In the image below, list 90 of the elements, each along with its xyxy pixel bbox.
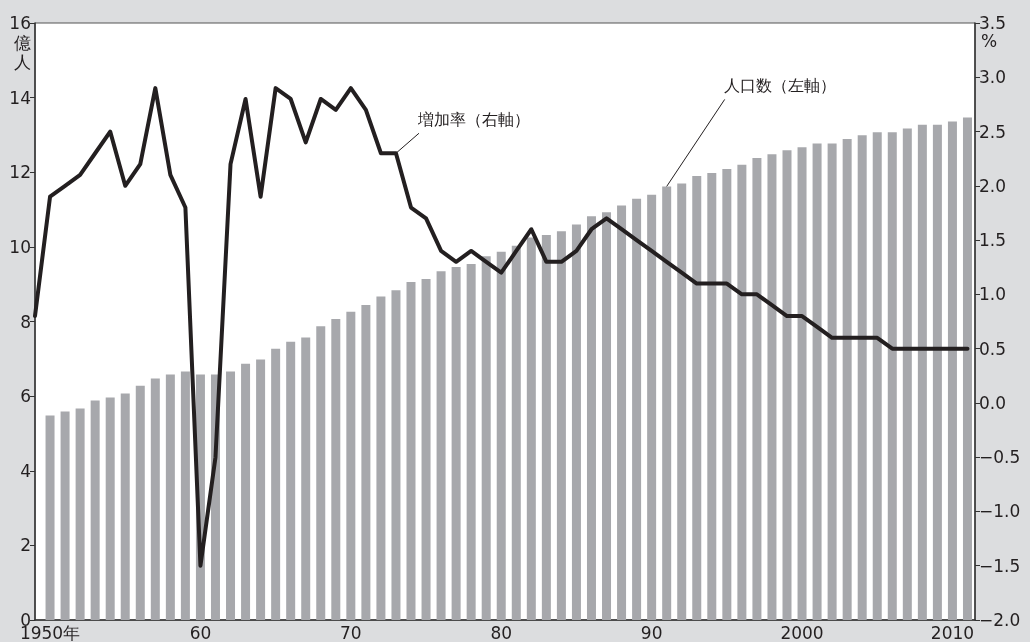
y-tick-label: 14 [9, 87, 31, 108]
bar [45, 415, 55, 620]
y2-tick-label: 2.5 [979, 121, 1007, 142]
bar [90, 400, 100, 620]
bar [707, 173, 717, 620]
bar [316, 326, 326, 620]
bar [331, 318, 341, 620]
bar [526, 237, 536, 620]
bar [361, 305, 371, 620]
x-tick-label: 90 [640, 622, 663, 642]
y-tick-label: 16 [9, 13, 31, 33]
bar [812, 143, 822, 620]
y-tick-label: 8 [20, 311, 31, 332]
bar [602, 212, 612, 620]
bar [75, 408, 85, 620]
y2-tick-label: −1.5 [979, 555, 1021, 576]
bar [60, 411, 70, 620]
bar [451, 267, 461, 620]
x-tick-label: 70 [340, 622, 362, 642]
bar [226, 371, 236, 620]
bar [541, 234, 551, 620]
y-tick-label: 12 [9, 162, 31, 183]
y-axis-title: 億人 [14, 32, 31, 72]
bar [782, 150, 792, 620]
bar [887, 132, 897, 620]
bar [105, 397, 115, 620]
bar [692, 175, 702, 620]
text: 人口数（左軸） [723, 75, 836, 95]
text: 増加率（右軸） [416, 109, 530, 129]
bar [496, 251, 506, 620]
bar [271, 348, 281, 620]
bar [256, 359, 266, 620]
bar [421, 278, 431, 620]
bar [301, 337, 311, 620]
bar [902, 128, 912, 620]
bar [827, 143, 837, 620]
bar [962, 117, 972, 620]
bar [647, 194, 657, 620]
y-tick-label: 6 [20, 386, 31, 407]
y2-tick-label: 1.5 [979, 230, 1007, 251]
y2-tick-label: 3.5 [979, 13, 1007, 33]
bar [376, 296, 386, 620]
y2-tick-label: −1.0 [979, 501, 1021, 522]
y2-tick-label: −2.0 [979, 610, 1021, 630]
bar [466, 264, 476, 620]
bar [135, 385, 145, 620]
y2-tick-label: 3.0 [979, 67, 1007, 88]
bar [286, 341, 296, 620]
y-tick-label: 4 [20, 460, 31, 481]
x-tick-label: 80 [490, 622, 513, 642]
y2-tick-label: −0.5 [979, 447, 1021, 468]
bar [947, 121, 957, 620]
y2-tick-label: 2.0 [979, 175, 1007, 196]
y2-axis-title: % [981, 30, 998, 51]
bar [511, 245, 521, 620]
bar [677, 183, 687, 620]
bar [586, 216, 596, 620]
x-tick-label: 2000 [780, 622, 824, 642]
bar [767, 154, 777, 620]
bar [752, 158, 762, 620]
bar [872, 132, 882, 620]
bar [241, 363, 251, 620]
bar [617, 205, 627, 620]
y2-tick-label: 0.5 [979, 338, 1007, 359]
y-tick-label: 10 [9, 236, 31, 257]
bar [150, 378, 160, 620]
bar [932, 124, 942, 620]
bar [120, 393, 130, 620]
bar [180, 371, 190, 620]
bar [917, 124, 927, 620]
bar [632, 198, 642, 620]
bar [436, 271, 446, 620]
y2-tick-label: 1.0 [979, 284, 1007, 305]
bar [662, 186, 672, 620]
bar [571, 224, 581, 620]
bar [165, 374, 175, 620]
x-tick-label: 2010 [930, 622, 975, 642]
bar [857, 135, 867, 620]
bar [797, 147, 807, 620]
bar [391, 290, 401, 620]
bar [737, 164, 747, 620]
bar [722, 168, 732, 620]
bar [481, 256, 491, 620]
y2-tick-label: 0.0 [979, 392, 1007, 413]
bar [346, 311, 356, 620]
bar [556, 231, 566, 620]
x-tick-label: 60 [189, 622, 212, 642]
y-tick-label: 2 [20, 535, 31, 556]
bar [406, 281, 416, 620]
bar [842, 139, 852, 620]
